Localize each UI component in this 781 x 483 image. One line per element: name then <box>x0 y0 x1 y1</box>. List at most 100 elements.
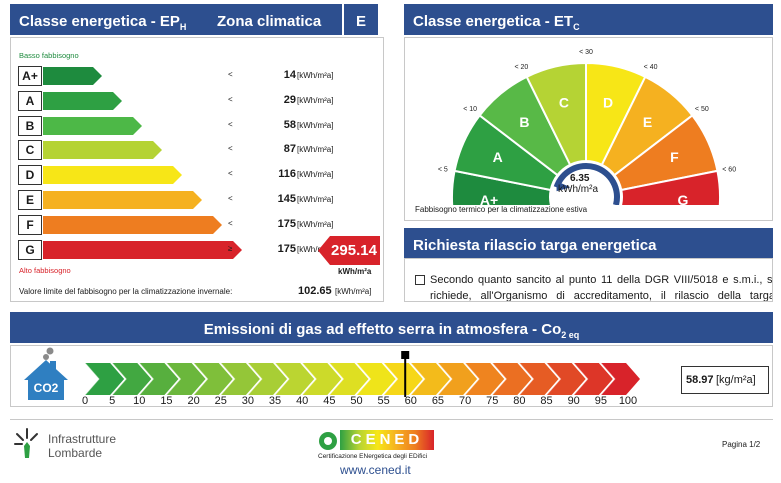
co2-scale-tick: 80 <box>513 395 526 407</box>
cened-logo-text: CENED <box>340 430 434 450</box>
co2-panel <box>10 345 773 407</box>
limit-label: Valore limite del fabbisogno per la clim… <box>19 287 233 296</box>
ep-result-value: 295.14 <box>331 242 377 259</box>
ep-class-unit: [kWh/m²a] <box>297 71 334 80</box>
co2-scale-chevron-edge <box>301 362 317 396</box>
co2-icon-label: CO2 <box>34 381 59 395</box>
ep-class-arrow <box>43 215 222 234</box>
co2-scale-tick: 100 <box>618 395 638 407</box>
co2-scale-chevron-edge <box>111 362 127 396</box>
ep-class-unit: [kWh/m²a] <box>297 145 334 155</box>
ep-class-operator: < <box>228 194 233 203</box>
ep-class-letter: C <box>18 140 42 161</box>
co2-scale-tick: 55 <box>377 395 390 407</box>
et-gauge-letter: B <box>519 114 529 130</box>
et-value: 6.35 <box>570 173 590 184</box>
co2-scale-chevron <box>112 363 152 395</box>
ep-panel <box>10 37 384 302</box>
limit-unit: [kWh/m²a] <box>335 287 372 296</box>
co2-scale-chevron <box>139 363 179 395</box>
ep-class-threshold: 87 <box>283 143 296 156</box>
ep-class-operator: < <box>228 144 233 154</box>
co2-scale-tick: 5 <box>109 395 116 407</box>
ep-class-operator: ≥ <box>228 243 233 253</box>
et-title: Classe energetica - ETC <box>413 13 580 32</box>
et-gauge-threshold: < 20 <box>515 64 529 71</box>
co2-house-icon: CO2 <box>24 347 68 400</box>
ep-class-unit: [kWh/m²a] <box>297 195 334 204</box>
ep-class-arrow <box>43 67 102 85</box>
co2-scale-chevron <box>166 363 206 395</box>
request-checkbox[interactable] <box>415 275 425 285</box>
ep-class-operator: < <box>228 70 233 79</box>
ep-class-unit: [kWh/m²a] <box>297 95 334 105</box>
co2-scale-tick: 85 <box>540 395 553 407</box>
et-gauge-letter: C <box>559 95 569 111</box>
et-gauge-threshold: < 50 <box>695 106 709 113</box>
et-caption: Fabbisogno termico per la climatizzazion… <box>415 205 588 214</box>
co2-scale-chevron-edge <box>356 362 372 396</box>
et-gauge-letter: D <box>603 95 613 111</box>
co2-scale-chevron-edge <box>193 362 209 396</box>
et-gauge-threshold: < 10 <box>463 106 477 113</box>
request-header: Richiesta rilascio targa energetica <box>404 228 773 258</box>
et-gauge-letter: A <box>493 149 503 165</box>
ep-class-threshold: 175 <box>277 242 296 255</box>
ep-class-operator: < <box>228 119 233 129</box>
zone-label: Zona climatica <box>217 13 322 30</box>
co2-header: Emissioni di gas ad effetto serra in atm… <box>10 312 773 343</box>
ep-class-letter: G <box>18 239 42 260</box>
et-gauge-threshold: < 40 <box>644 64 658 71</box>
co2-scale-tick: 35 <box>268 395 282 407</box>
co2-scale-chevron <box>356 363 396 395</box>
co2-scale-chevron <box>85 363 125 395</box>
ep-result-unit: kWh/m²a <box>338 267 372 276</box>
ep-result-arrow <box>318 236 380 265</box>
ep-class-unit: [kWh/m²a] <box>297 170 334 180</box>
limit-value: 102.65 <box>298 285 332 297</box>
co2-result-unit: [kg/m²a] <box>716 374 756 386</box>
ep-class-letter: A+ <box>18 66 42 86</box>
ep-class-letter: F <box>18 214 42 235</box>
brand-line-2: Lombarde <box>48 446 103 460</box>
footer-divider <box>10 419 773 420</box>
ep-header: Classe energetica - EPH Zona climatica E <box>10 4 378 35</box>
ep-class-unit: [kWh/m²a] <box>297 219 334 229</box>
co2-indicator-marker <box>401 351 410 359</box>
co2-scale-tick: 65 <box>431 395 445 407</box>
co2-scale-tick: 20 <box>187 395 200 407</box>
ep-class-letter: A <box>18 90 42 111</box>
co2-scale-tick: 0 <box>81 395 89 407</box>
ep-class-arrow <box>43 141 162 160</box>
ep-result: 295.14 <box>318 236 380 265</box>
header-divider <box>342 4 344 35</box>
co2-scale-tick: 50 <box>350 395 363 407</box>
et-unit: kWh/m²a <box>558 184 598 195</box>
ep-class-operator: < <box>228 94 233 104</box>
ep-class-threshold: 145 <box>277 193 296 205</box>
et-gauge-segment <box>620 169 721 205</box>
et-gauge-letter: G <box>678 192 689 205</box>
co2-scale-chevron <box>465 363 505 395</box>
co2-scale-bar <box>84 351 640 397</box>
co2-scale-tick: 25 <box>214 395 227 407</box>
ep-class-threshold: 116 <box>278 168 296 181</box>
et-gauge-indicator <box>553 163 620 205</box>
website-link[interactable]: www.cened.it <box>340 463 411 477</box>
cened-caption: Certificazione ENergetica degli EDifici <box>318 453 428 460</box>
co2-scale-chevron <box>519 363 559 395</box>
co2-scale-chevron-edge <box>600 362 616 396</box>
co2-scale-chevron-edge <box>274 362 290 396</box>
ep-class-arrow <box>43 116 142 135</box>
ep-class-arrow <box>43 91 122 110</box>
co2-scale-chevron <box>546 363 586 395</box>
co2-scale-tick: 60 <box>404 395 417 407</box>
co2-result-value: 58.97 <box>686 374 714 386</box>
co2-scale-chevron-edge <box>410 362 426 396</box>
co2-scale-chevron <box>247 363 288 395</box>
ep-class-threshold: 175 <box>277 217 296 230</box>
co2-scale-tick: 95 <box>594 395 607 407</box>
et-gauge-letter: A+ <box>480 192 498 205</box>
request-title: Richiesta rilascio targa energetica <box>413 237 657 254</box>
ep-class-unit: [kWh/m²a] <box>297 120 334 130</box>
